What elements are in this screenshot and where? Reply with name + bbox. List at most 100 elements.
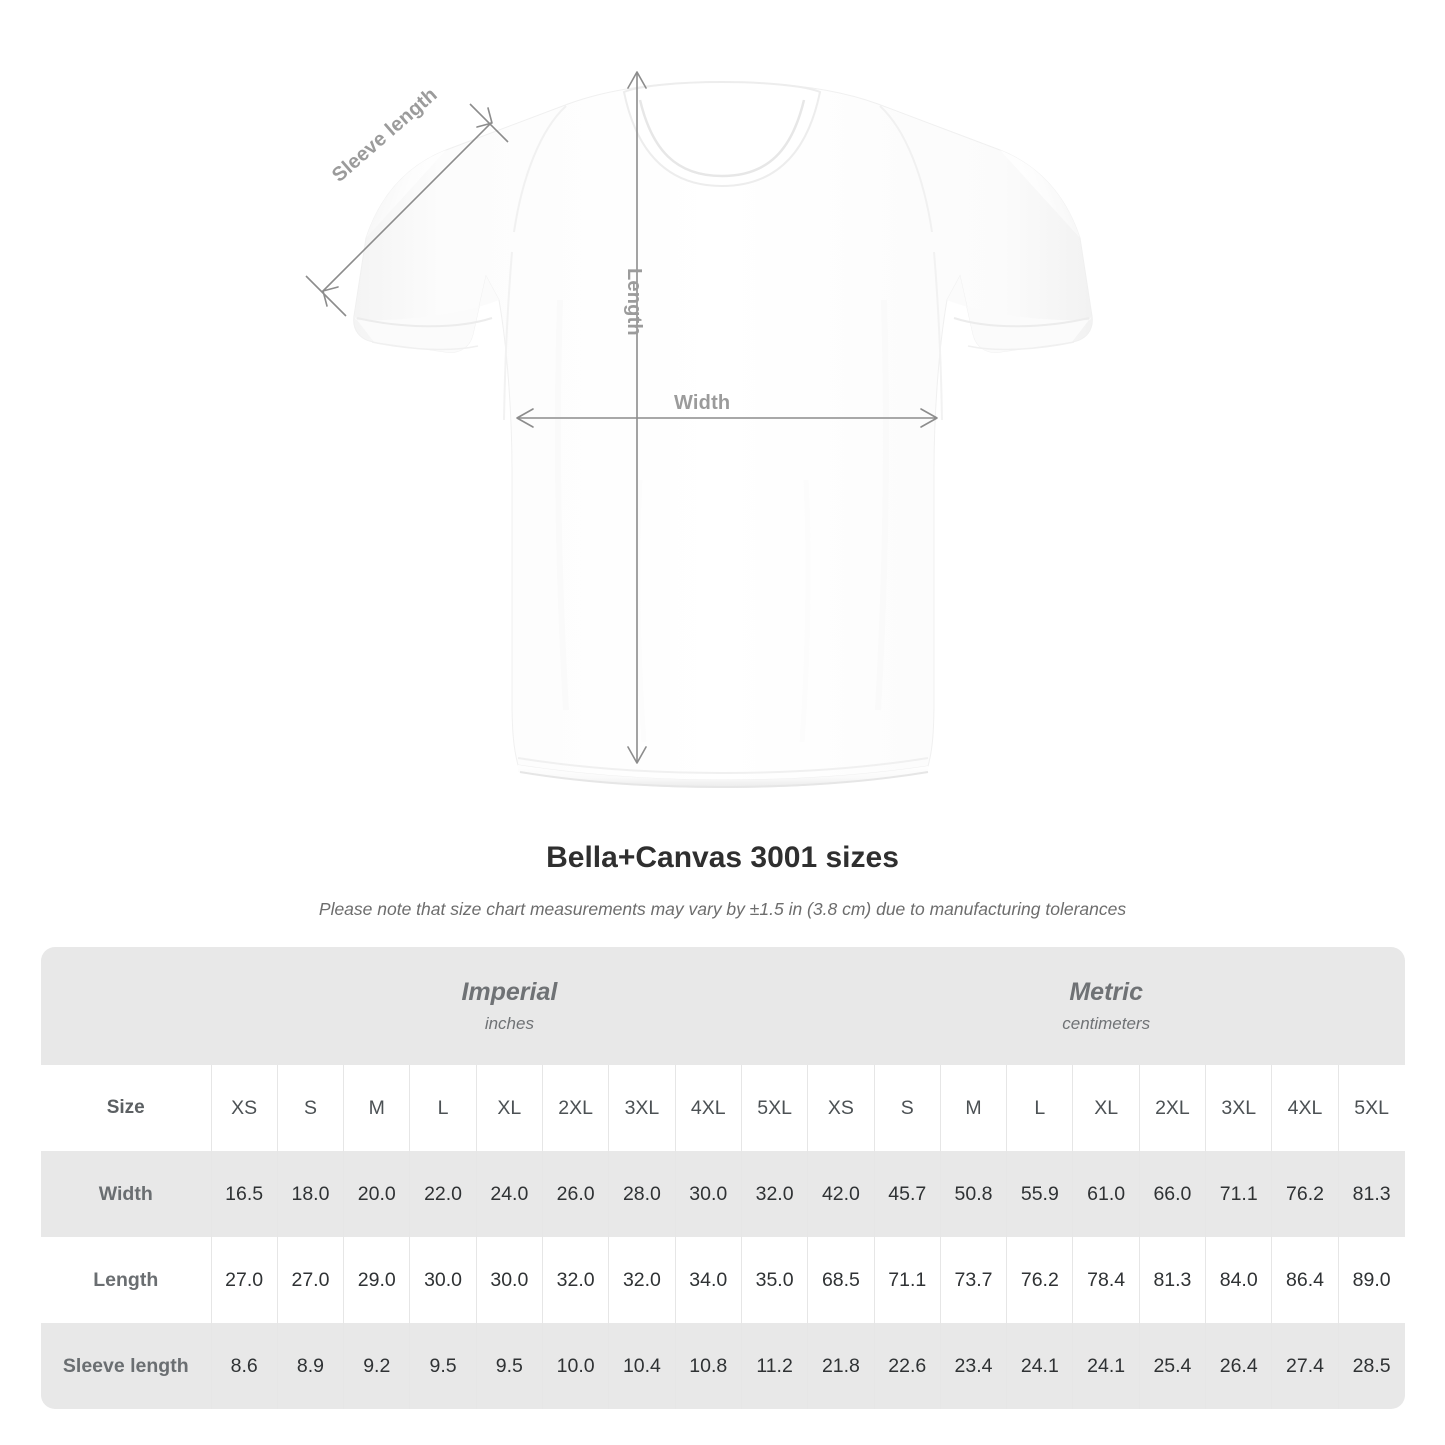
cell-width-metric-6: 71.1 [1205,1151,1272,1237]
cell-length-imperial-7: 34.0 [674,1237,742,1323]
cell-length-metric-1: 71.1 [873,1237,941,1323]
size-table-container: Imperial inches Metric centimeters Size … [41,947,1405,1409]
size-header-imperial-6: 3XL [608,1065,676,1151]
sleeve-length-dimension-arrow [305,103,509,317]
unit-spacer-cell [41,947,211,1065]
cell-width-metric-2: 50.8 [939,1151,1007,1237]
cell-length-imperial-2: 29.0 [343,1237,410,1323]
row-label-width: Width [41,1151,211,1237]
imperial-label: Imperial [461,978,558,1007]
tshirt-illustration [305,71,1093,789]
cell-width-imperial-4: 24.0 [475,1151,543,1237]
title-block: Bella+Canvas 3001 sizes Please note that… [0,840,1445,921]
cell-sleeve-imperial-8: 11.2 [740,1323,808,1409]
size-header-imperial-0: XS [210,1065,278,1151]
cell-width-imperial-6: 28.0 [608,1151,676,1237]
cell-width-metric-3: 55.9 [1006,1151,1073,1237]
imperial-sublabel: inches [484,1013,534,1033]
size-header-metric-4: XL [1072,1065,1140,1151]
row-label-length: Length [41,1237,211,1323]
cell-sleeve-imperial-5: 10.0 [541,1323,609,1409]
unit-banner-row: Imperial inches Metric centimeters [41,947,1405,1065]
cell-width-imperial-3: 22.0 [409,1151,477,1237]
table-row: Width 16.5 18.0 20.0 22.0 24.0 26.0 28.0… [41,1151,1405,1237]
size-header-metric-6: 3XL [1205,1065,1272,1151]
size-header-imperial-7: 4XL [674,1065,742,1151]
width-dimension-arrow [516,408,938,428]
cell-width-metric-8: 81.3 [1337,1151,1405,1237]
cell-length-imperial-4: 30.0 [475,1237,543,1323]
cell-sleeve-imperial-3: 9.5 [409,1323,477,1409]
size-header-metric-0: XS [807,1065,875,1151]
imperial-group-header: Imperial inches [211,947,808,1065]
table-row: Sleeve length 8.6 8.9 9.2 9.5 9.5 10.0 1… [41,1323,1405,1409]
size-header-metric-1: S [873,1065,941,1151]
cell-sleeve-metric-3: 24.1 [1006,1323,1073,1409]
cell-sleeve-imperial-1: 8.9 [276,1323,344,1409]
metric-sublabel: centimeters [1062,1013,1151,1033]
cell-sleeve-imperial-2: 9.2 [343,1323,410,1409]
cell-sleeve-metric-4: 24.1 [1072,1323,1140,1409]
cell-sleeve-metric-5: 25.4 [1138,1323,1206,1409]
cell-length-metric-4: 78.4 [1072,1237,1140,1323]
size-header-imperial-4: XL [475,1065,543,1151]
cell-sleeve-metric-0: 21.8 [807,1323,875,1409]
cell-width-imperial-7: 30.0 [674,1151,742,1237]
cell-sleeve-metric-7: 27.4 [1271,1323,1339,1409]
tshirt-diagram: Sleeve length Length Width [305,71,1093,789]
cell-length-imperial-3: 30.0 [409,1237,477,1323]
row-label-sleeve-length: Sleeve length [41,1323,211,1409]
size-header-row: Size XS S M L XL 2XL 3XL 4XL 5XL XS S M … [41,1065,1405,1151]
cell-width-metric-1: 45.7 [873,1151,941,1237]
cell-sleeve-metric-6: 26.4 [1205,1323,1272,1409]
cell-length-imperial-8: 35.0 [740,1237,808,1323]
size-header-metric-7: 4XL [1271,1065,1339,1151]
cell-width-imperial-5: 26.0 [541,1151,609,1237]
metric-label: Metric [1069,978,1143,1007]
cell-length-metric-6: 84.0 [1205,1237,1272,1323]
cell-sleeve-imperial-4: 9.5 [475,1323,543,1409]
cell-width-metric-7: 76.2 [1271,1151,1339,1237]
cell-length-imperial-6: 32.0 [608,1237,676,1323]
cell-width-metric-5: 66.0 [1138,1151,1206,1237]
page-title: Bella+Canvas 3001 sizes [546,841,899,874]
size-header-imperial-3: L [409,1065,477,1151]
size-header-imperial-8: 5XL [740,1065,808,1151]
cell-length-metric-8: 89.0 [1337,1237,1405,1323]
cell-width-imperial-2: 20.0 [343,1151,410,1237]
size-table: Imperial inches Metric centimeters Size … [41,947,1405,1409]
table-row: Length 27.0 27.0 29.0 30.0 30.0 32.0 32.… [41,1237,1405,1323]
size-header-label: Size [41,1065,211,1151]
size-header-imperial-5: 2XL [541,1065,609,1151]
size-header-metric-3: L [1006,1065,1073,1151]
cell-width-imperial-1: 18.0 [276,1151,344,1237]
size-header-metric-8: 5XL [1337,1065,1405,1151]
size-header-imperial-1: S [276,1065,344,1151]
cell-width-imperial-0: 16.5 [210,1151,278,1237]
cell-sleeve-imperial-7: 10.8 [674,1323,742,1409]
cell-length-imperial-1: 27.0 [276,1237,344,1323]
cell-width-imperial-8: 32.0 [740,1151,808,1237]
cell-length-metric-2: 73.7 [939,1237,1007,1323]
cell-sleeve-metric-8: 28.5 [1337,1323,1405,1409]
size-header-imperial-2: M [343,1065,410,1151]
length-label: Length [623,268,645,336]
cell-length-imperial-5: 32.0 [541,1237,609,1323]
shirt-body [353,80,1093,789]
metric-group-header: Metric centimeters [807,947,1405,1065]
cell-length-metric-0: 68.5 [807,1237,875,1323]
size-header-metric-2: M [939,1065,1007,1151]
cell-length-metric-5: 81.3 [1138,1237,1206,1323]
cell-width-metric-0: 42.0 [807,1151,875,1237]
tolerance-note: Please note that size chart measurements… [318,899,1127,919]
cell-sleeve-metric-2: 23.4 [939,1323,1007,1409]
cell-length-imperial-0: 27.0 [210,1237,278,1323]
size-header-metric-5: 2XL [1138,1065,1206,1151]
cell-sleeve-imperial-0: 8.6 [210,1323,278,1409]
cell-sleeve-imperial-6: 10.4 [608,1323,676,1409]
cell-width-metric-4: 61.0 [1072,1151,1140,1237]
width-label: Width [674,392,731,414]
cell-length-metric-3: 76.2 [1006,1237,1073,1323]
cell-length-metric-7: 86.4 [1271,1237,1339,1323]
